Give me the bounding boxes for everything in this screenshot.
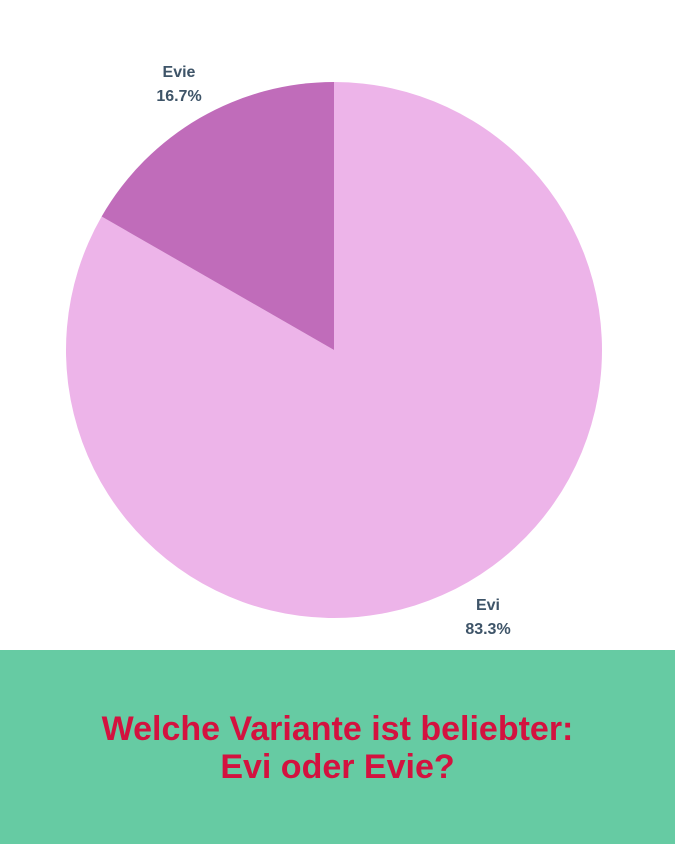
footer-title-line-1: Welche Variante ist beliebter: <box>101 710 574 748</box>
pie-chart: Evi 83.3% Evie 16.7% <box>66 64 602 638</box>
slice-percent-evi: 83.3% <box>465 621 510 638</box>
pie-chart-svg: Evi 83.3% Evie 16.7% <box>66 64 602 638</box>
slice-percent-evie: 16.7% <box>156 88 201 105</box>
slice-label-evie: Evie <box>163 64 196 81</box>
footer-banner: Welche Variante ist beliebter: Evi oder … <box>0 650 675 844</box>
slice-label-evi: Evi <box>476 597 500 614</box>
pie-slice-evie <box>101 82 334 350</box>
footer-title: Welche Variante ist beliebter: Evi oder … <box>102 708 574 786</box>
footer-title-line-2: Evi oder Evie? <box>220 748 455 786</box>
pie-slice-evi <box>66 82 602 619</box>
